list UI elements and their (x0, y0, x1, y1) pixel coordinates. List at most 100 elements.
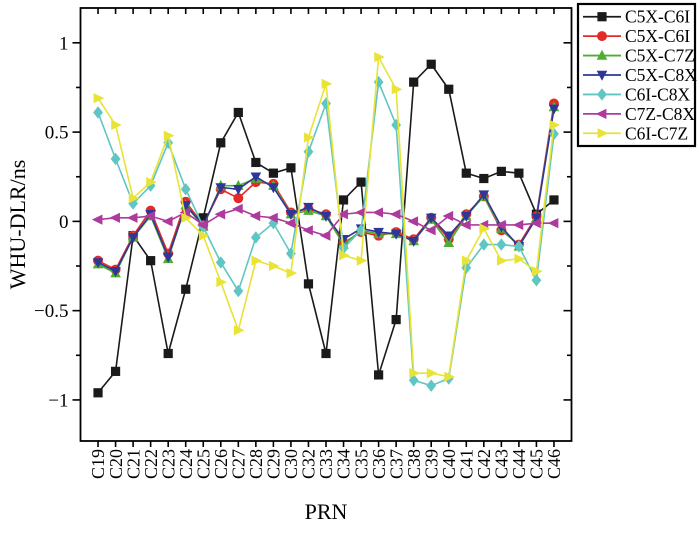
x-tick-label: C27 (229, 449, 249, 479)
y-axis-label: WHU-DLR/ns (5, 160, 30, 290)
data-point (128, 197, 139, 210)
x-tick-label: C20 (106, 449, 126, 479)
legend-entry: C6I-C7Z (583, 123, 688, 143)
data-point (303, 279, 314, 289)
data-point (197, 219, 208, 231)
data-point (460, 211, 472, 222)
legend-square-icon (597, 12, 607, 22)
legend-triangle-down-icon (596, 70, 608, 81)
data-point (303, 202, 314, 213)
legend-label: C5X-C8X (625, 65, 697, 85)
data-point (93, 106, 103, 119)
data-point (374, 52, 385, 63)
data-point (286, 163, 296, 173)
data-point (268, 260, 280, 272)
data-point (163, 348, 173, 359)
series-triangle-down (92, 104, 560, 278)
series-circle (93, 98, 559, 275)
legend-label: C5X-C6I (625, 7, 690, 27)
data-point (547, 218, 559, 229)
legend-label: C5X-C7Z (625, 46, 695, 66)
legend-triangle-right-icon (597, 128, 609, 139)
x-tick-label: C22 (141, 449, 161, 479)
x-tick-label: C40 (439, 449, 459, 479)
data-point (548, 104, 560, 115)
legend-entry: C6I-C8X (583, 84, 691, 104)
data-point (302, 225, 313, 236)
data-point (146, 176, 157, 188)
data-point (128, 193, 140, 204)
data-point (444, 84, 454, 94)
data-point (495, 219, 506, 231)
data-point (110, 366, 121, 376)
x-tick-label: C34 (334, 449, 354, 479)
data-point (337, 209, 348, 220)
legend-entry: C5X-C6I (583, 26, 690, 46)
x-tick-label: C23 (158, 449, 178, 479)
x-tick-label: C24 (176, 449, 196, 479)
data-point (338, 235, 349, 246)
data-point (460, 219, 471, 231)
legend: C5X-C6IC5X-C6IC5X-C7ZC5X-C8XC6I-C8XC7Z-C… (576, 2, 697, 148)
data-point (144, 210, 156, 222)
data-point (425, 225, 436, 236)
x-tick-label: C21 (123, 449, 143, 479)
x-tick-label: C43 (492, 449, 512, 479)
x-tick-labels: C19C20C21C22C23C24C25C26C27C28C29C30C32C… (88, 449, 564, 479)
data-point (532, 266, 543, 277)
data-point (496, 255, 508, 266)
data-point (93, 388, 103, 398)
legend-label: C6I-C7Z (625, 123, 688, 143)
x-tick-label: C28 (246, 449, 266, 479)
data-point (268, 183, 279, 194)
x-tick-label: C25 (193, 449, 213, 479)
data-point (232, 203, 243, 214)
data-point (444, 371, 455, 382)
x-axis-label: PRN (305, 499, 348, 524)
y-tick-label: −1 (48, 390, 68, 411)
series-triangle-right (93, 52, 561, 382)
data-point (216, 276, 227, 288)
data-point (163, 130, 175, 141)
data-point (389, 209, 401, 220)
data-point (181, 212, 192, 223)
x-tick-label: C29 (264, 449, 284, 479)
x-tick-label: C32 (299, 449, 319, 479)
x-tick-label: C46 (544, 449, 564, 479)
data-point (110, 267, 121, 278)
data-point (513, 240, 524, 253)
legend-circle-icon (597, 31, 607, 42)
data-point (198, 230, 210, 241)
data-point (390, 229, 402, 240)
data-point (92, 258, 104, 269)
data-point (321, 348, 331, 359)
data-point (285, 210, 297, 221)
data-point (93, 93, 105, 104)
data-point (354, 207, 366, 218)
data-point (426, 368, 438, 379)
data-point (478, 238, 489, 251)
legend-label: C6I-C8X (625, 84, 691, 104)
data-point (284, 218, 296, 229)
data-point (250, 172, 262, 183)
legend-label: C7Z-C8X (625, 104, 695, 124)
x-tick-label: C45 (527, 449, 547, 479)
data-point (267, 212, 278, 223)
legend-label: C5X-C6I (625, 26, 690, 46)
data-point (409, 368, 420, 379)
series-triangle-left (91, 203, 559, 241)
data-point (180, 183, 191, 196)
x-tick-label: C30 (281, 449, 301, 479)
data-point (478, 190, 490, 201)
data-point (391, 118, 402, 132)
data-point (425, 213, 437, 224)
data-point (233, 284, 244, 298)
x-tick-label: C42 (474, 449, 494, 479)
data-point (249, 210, 261, 222)
data-point (531, 213, 542, 224)
data-point (233, 185, 244, 196)
x-tick-label: C38 (404, 449, 424, 479)
data-point (91, 214, 103, 225)
